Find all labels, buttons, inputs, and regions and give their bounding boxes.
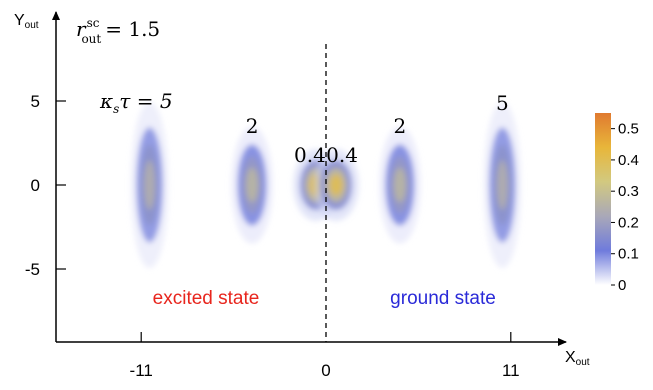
density-spot-ground (483, 101, 522, 269)
density-spots (130, 101, 522, 269)
colorbar (595, 113, 611, 285)
spot-label: 5 (496, 91, 509, 115)
colorbar-tick-label: 0 (618, 277, 626, 294)
density-level (245, 167, 259, 203)
density-spot-excited (231, 126, 273, 244)
y-tick-label: 5 (31, 92, 40, 111)
ground-state-label: ground state (390, 288, 496, 309)
colorbar-tick-label: 0.4 (618, 152, 639, 169)
x-tick-label: -11 (130, 361, 153, 380)
spot-label: 0.4 (326, 143, 358, 167)
colorbar-tick-label: 0.3 (618, 183, 639, 200)
spot-labels: 2 0.4 0.4 2 5 (246, 91, 509, 167)
colorbar-tick-label: 0.2 (618, 214, 639, 231)
density-level (393, 167, 407, 203)
kappa-label: κsτ = 5 (99, 89, 173, 116)
r-annotation: rsc out = 1.5 (76, 16, 160, 46)
colorbar-tick-label: 0.5 (618, 121, 639, 138)
colorbar-ticks: 0.5 0.4 0.3 0.2 0.1 0 (611, 121, 639, 294)
density-level (496, 160, 509, 210)
y-axis-label: Yout (14, 12, 39, 31)
x-tick-label: 11 (502, 361, 520, 380)
density-spot-excited (130, 101, 169, 269)
y-ticks: 5 0 -5 (25, 92, 66, 279)
excited-state-label: excited state (153, 288, 260, 309)
spot-label: 2 (394, 114, 407, 138)
colorbar-tick-label: 0.1 (618, 246, 639, 263)
density-spot-ground (379, 126, 421, 244)
x-axis-label: Xout (565, 349, 590, 368)
y-tick-label: -5 (25, 260, 40, 279)
spot-label: 2 (246, 114, 259, 138)
x-ticks: -11 0 11 (130, 332, 520, 380)
density-spot-ground (313, 149, 359, 221)
density-level (143, 160, 156, 210)
y-tick-label: 0 (31, 176, 40, 195)
spot-label: 0.4 (294, 143, 326, 167)
x-tick-label: 0 (321, 361, 330, 380)
density-level (329, 174, 343, 196)
